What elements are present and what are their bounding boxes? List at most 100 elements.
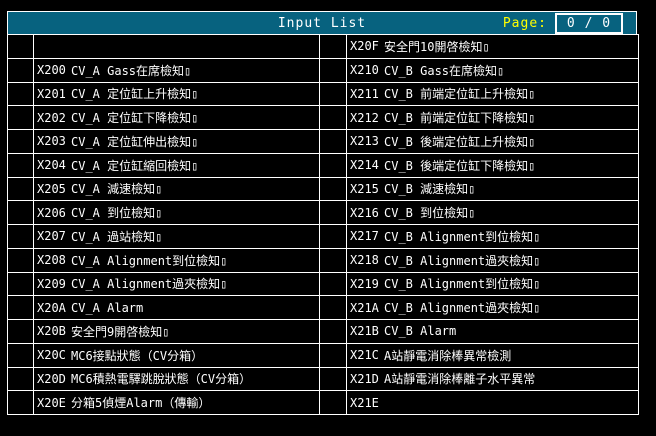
input-address: X204 — [37, 158, 66, 173]
input-address: X20F — [350, 39, 379, 54]
input-row-left: X208 CV_A Alignment到位檢知▯ — [34, 248, 319, 272]
status-cell — [320, 177, 346, 201]
input-description: CV_B Alignment過夾檢知▯ — [384, 253, 541, 268]
input-row-left: X201 CV_A 定位缸上升檢知▯ — [34, 82, 319, 106]
status-cell — [320, 296, 346, 319]
status-cell — [8, 320, 33, 343]
input-description: 分箱5偵煙Alarm（傳輸） — [71, 396, 211, 411]
input-description: CV_B Alignment過夾檢知▯ — [384, 301, 541, 316]
status-cell — [8, 248, 33, 272]
input-row-left — [34, 35, 319, 58]
input-row-left: X209 CV_A Alignment過夾檢知▯ — [34, 272, 319, 296]
status-cell — [8, 82, 33, 106]
input-row-right: X21B CV_B Alarm — [347, 320, 638, 343]
input-row-left: X20E 分箱5偵煙Alarm（傳輸） — [34, 391, 319, 414]
input-address: X210 — [350, 63, 379, 78]
status-cell — [320, 106, 346, 129]
input-row-left: X203 CV_A 定位缸伸出檢知▯ — [34, 130, 319, 153]
input-row-right: X218 CV_B Alignment過夾檢知▯ — [347, 248, 638, 272]
input-description: CV_A Alignment到位檢知▯ — [71, 253, 228, 268]
status-cell — [320, 35, 346, 58]
input-description: 安全門9開啓檢知▯ — [71, 324, 170, 339]
page-number-value: 0 / 0 — [566, 15, 612, 31]
input-address: X215 — [350, 181, 379, 196]
input-description: CV_B Gass在席檢知▯ — [384, 63, 505, 78]
input-address: X202 — [37, 110, 66, 125]
input-address: X21E — [350, 395, 379, 410]
input-description: CV_A 減速檢知▯ — [71, 182, 163, 197]
input-description: CV_B Alignment到位檢知▯ — [384, 277, 541, 292]
input-row-left: X20B 安全門9開啓檢知▯ — [34, 320, 319, 343]
input-row-left: X204 CV_A 定位缸縮回檢知▯ — [34, 153, 319, 177]
input-row-left: X206 CV_A 到位檢知▯ — [34, 201, 319, 224]
page-number-box[interactable]: 0 / 0 — [555, 12, 623, 34]
input-description: CV_A 定位缸伸出檢知▯ — [71, 134, 199, 149]
status-cell — [8, 296, 33, 319]
input-description: MC6積熱電驛跳脫狀態（CV分箱） — [71, 372, 252, 387]
input-description: 安全門10開啓檢知▯ — [384, 39, 490, 54]
input-description: A站靜電消除棒離子水平異常 — [384, 372, 536, 387]
input-address: X201 — [37, 86, 66, 101]
input-address: X205 — [37, 181, 66, 196]
input-address: X218 — [350, 253, 379, 268]
input-description: CV_A 定位缸上升檢知▯ — [71, 87, 199, 102]
input-description: CV_A Gass在席檢知▯ — [71, 63, 192, 78]
input-address: X207 — [37, 229, 66, 244]
status-cell — [8, 272, 33, 296]
input-description: CV_B 前端定位缸下降檢知▯ — [384, 111, 536, 126]
input-description: CV_B 到位檢知▯ — [384, 206, 476, 221]
input-address: X213 — [350, 134, 379, 149]
input-address: X21D — [350, 371, 379, 386]
status-cell — [320, 320, 346, 343]
input-row-left: X205 CV_A 減速檢知▯ — [34, 177, 319, 201]
input-address: X203 — [37, 134, 66, 149]
status-cell — [320, 225, 346, 248]
page-indicator-group: Page: 0 / 0 — [503, 12, 636, 34]
input-address: X20C — [37, 348, 66, 363]
input-row-right: X20F 安全門10開啓檢知▯ — [347, 35, 638, 58]
input-row-right: X21E — [347, 391, 638, 414]
input-address: X212 — [350, 110, 379, 125]
status-cell — [8, 35, 33, 58]
input-address: X21A — [350, 300, 379, 315]
header-tail — [623, 12, 636, 34]
input-description: CV_B Alarm — [384, 324, 457, 339]
input-description: CV_B Alignment到位檢知▯ — [384, 229, 541, 244]
status-cell — [320, 391, 346, 414]
input-table: X20F 安全門10開啓檢知▯ X200 CV_A Gass在席檢知▯ X210 CV… — [7, 34, 639, 415]
input-row-right: X213 CV_B 後端定位缸上升檢知▯ — [347, 130, 638, 153]
input-address: X214 — [350, 158, 379, 173]
status-cell — [8, 343, 33, 367]
input-address: X21B — [350, 324, 379, 339]
status-cell — [320, 58, 346, 82]
input-address: X20D — [37, 371, 66, 386]
status-cell — [320, 272, 346, 296]
input-row-right: X21A CV_B Alignment過夾檢知▯ — [347, 296, 638, 319]
status-cell — [320, 130, 346, 153]
status-cell — [8, 201, 33, 224]
input-address: X20A — [37, 300, 66, 315]
input-address: X208 — [37, 253, 66, 268]
input-description: A站靜電消除棒異常檢測 — [384, 348, 512, 363]
status-cell — [320, 82, 346, 106]
status-cell — [320, 367, 346, 391]
title-bar: Input List Page: 0 / 0 — [7, 11, 637, 34]
input-row-right: X219 CV_B Alignment到位檢知▯ — [347, 272, 638, 296]
input-address: X211 — [350, 86, 379, 101]
status-cell — [8, 367, 33, 391]
input-row-right: X215 CV_B 減速檢知▯ — [347, 177, 638, 201]
input-row-right: X211 CV_B 前端定位缸上升檢知▯ — [347, 82, 638, 106]
input-row-right: X212 CV_B 前端定位缸下降檢知▯ — [347, 106, 638, 129]
input-row-left: X200 CV_A Gass在席檢知▯ — [34, 58, 319, 82]
input-description: CV_B 後端定位缸上升檢知▯ — [384, 134, 536, 149]
status-cell — [8, 225, 33, 248]
page-title: Input List — [277, 15, 367, 31]
input-row-right: X216 CV_B 到位檢知▯ — [347, 201, 638, 224]
status-cell — [8, 130, 33, 153]
input-row-right: X21D A站靜電消除棒離子水平異常 — [347, 367, 638, 391]
input-address: X216 — [350, 205, 379, 220]
input-row-left: X20D MC6積熱電驛跳脫狀態（CV分箱） — [34, 367, 319, 391]
input-description: CV_B 前端定位缸上升檢知▯ — [384, 87, 536, 102]
input-row-left: X202 CV_A 定位缸下降檢知▯ — [34, 106, 319, 129]
